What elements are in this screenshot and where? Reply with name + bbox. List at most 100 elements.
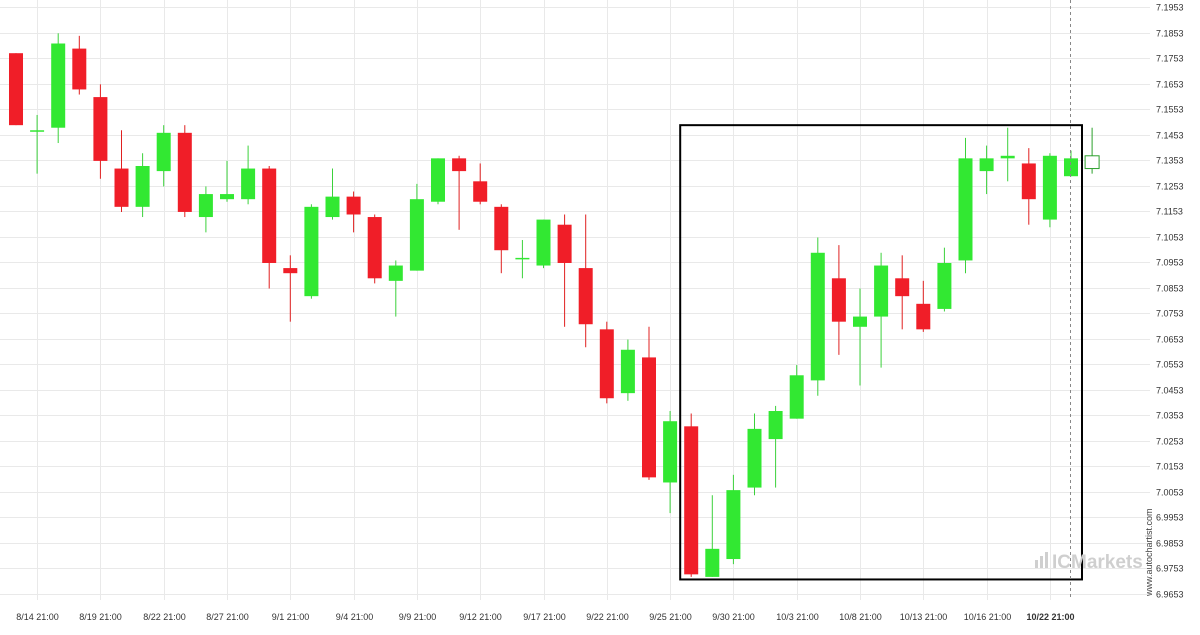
x-tick-label: 9/25 21:00: [649, 612, 692, 622]
watermark: ICMarkets www.autochartist.com: [1035, 508, 1154, 597]
x-tick-label: 10/16 21:00: [964, 612, 1012, 622]
candle-body: [1064, 158, 1078, 177]
y-tick-label: 7.1453: [1156, 131, 1184, 141]
y-tick-label: 7.0953: [1156, 258, 1184, 268]
candle-body: [1000, 155, 1015, 159]
x-tick-label: 10/8 21:00: [839, 612, 882, 622]
y-tick-label: 7.0153: [1156, 462, 1184, 472]
candle-body: [705, 548, 720, 577]
candle-body: [9, 53, 23, 126]
candle-body: [283, 268, 298, 274]
y-tick-label: 7.1753: [1156, 54, 1184, 64]
x-tick-label: 9/9 21:00: [399, 612, 437, 622]
candle-body: [536, 219, 551, 266]
y-tick-label: 6.9653: [1156, 590, 1184, 600]
y-tick-label: 7.1253: [1156, 182, 1184, 192]
y-tick-label: 6.9753: [1156, 564, 1184, 574]
overlay-layer: [679, 0, 1083, 600]
y-tick-label: 7.1953: [1156, 3, 1184, 13]
x-tick-label: 8/19 21:00: [79, 612, 122, 622]
candle-body: [1021, 163, 1036, 200]
site-watermark: www.autochartist.com: [1144, 508, 1154, 597]
x-tick-label: 8/22 21:00: [143, 612, 186, 622]
y-tick-label: 7.0453: [1156, 386, 1184, 396]
candle-body: [304, 206, 319, 297]
x-tick-label: 10/22 21:00: [1026, 612, 1074, 622]
y-tick-label: 7.1153: [1156, 207, 1183, 217]
x-tick-label: 9/30 21:00: [712, 612, 755, 622]
candle-body: [262, 168, 277, 263]
candle-body: [177, 132, 192, 212]
candle-body: [93, 97, 108, 161]
y-tick-label: 7.1553: [1156, 105, 1184, 115]
candle-body: [452, 158, 467, 172]
y-tick-label: 7.1053: [1156, 233, 1184, 243]
y-tick-label: 7.0553: [1156, 360, 1184, 370]
candle-body: [388, 265, 403, 281]
candle-body: [578, 268, 593, 325]
candle-body: [409, 199, 424, 271]
y-tick-label: 6.9853: [1156, 539, 1184, 549]
y-tick-label: 7.0253: [1156, 437, 1184, 447]
x-tick-label: 9/22 21:00: [586, 612, 629, 622]
candle-body: [515, 257, 530, 260]
y-tick-label: 7.0753: [1156, 309, 1184, 319]
candle-layer: [9, 33, 1100, 577]
candle-body: [853, 316, 867, 327]
candle-body: [916, 303, 931, 330]
candle-body: [30, 130, 45, 132]
candle-body: [346, 196, 361, 215]
candle-body: [937, 262, 952, 309]
brand-watermark: ICMarkets: [1052, 552, 1143, 573]
candle-body: [367, 217, 382, 279]
x-tick-label: 10/13 21:00: [900, 612, 948, 622]
candle-body: [114, 168, 129, 207]
candle-body: [684, 426, 699, 575]
candle-body: [768, 411, 783, 440]
y-tick-label: 7.1353: [1156, 156, 1184, 166]
x-tick-label: 8/14 21:00: [16, 612, 59, 622]
candle-body: [494, 206, 509, 251]
candle-body: [1042, 155, 1057, 220]
y-tick-label: 7.1653: [1156, 80, 1184, 90]
candle-body: [810, 252, 825, 381]
candle-body: [241, 168, 256, 200]
candle-body: [220, 194, 234, 200]
candle-body: [789, 375, 804, 419]
x-tick-label: 8/27 21:00: [206, 612, 249, 622]
x-tick-label: 9/17 21:00: [523, 612, 566, 622]
candle-body: [895, 278, 910, 297]
grid-layer: [0, 0, 1150, 600]
candle-body: [747, 428, 762, 488]
candle-body: [325, 196, 340, 218]
x-axis-labels: 8/14 21:00 8/19 21:00 8/22 21:00 8/27 21:00…: [16, 612, 1074, 622]
candle-body: [72, 48, 87, 90]
candle-body: [831, 278, 846, 322]
candle-body: [620, 349, 635, 394]
x-tick-label: 10/3 21:00: [776, 612, 819, 622]
candle-body: [642, 357, 656, 478]
candle-body: [1084, 155, 1100, 170]
x-tick-label: 9/1 21:00: [272, 612, 310, 622]
y-axis-labels: 7.1953 7.1853 7.1753 7.1653 7.1553 7.1453 7.13…: [1156, 3, 1184, 600]
y-tick-label: 7.0353: [1156, 411, 1184, 421]
y-tick-label: 7.1853: [1156, 29, 1184, 39]
candle-body: [663, 421, 678, 483]
candle-body: [599, 329, 614, 399]
candle-body: [198, 194, 213, 218]
candle-body: [51, 43, 66, 128]
candle-body: [135, 166, 150, 207]
candle-body: [979, 158, 994, 172]
candle-body: [431, 158, 445, 202]
pattern-box: [679, 124, 1083, 581]
candle-body: [874, 265, 889, 317]
brand-logo-icon: [1035, 552, 1048, 568]
candle-body: [473, 181, 488, 202]
x-tick-label: 9/12 21:00: [459, 612, 502, 622]
y-tick-label: 7.0053: [1156, 488, 1184, 498]
candle-body: [557, 224, 572, 263]
y-tick-label: 7.0653: [1156, 335, 1184, 345]
y-tick-label: 7.0853: [1156, 284, 1184, 294]
